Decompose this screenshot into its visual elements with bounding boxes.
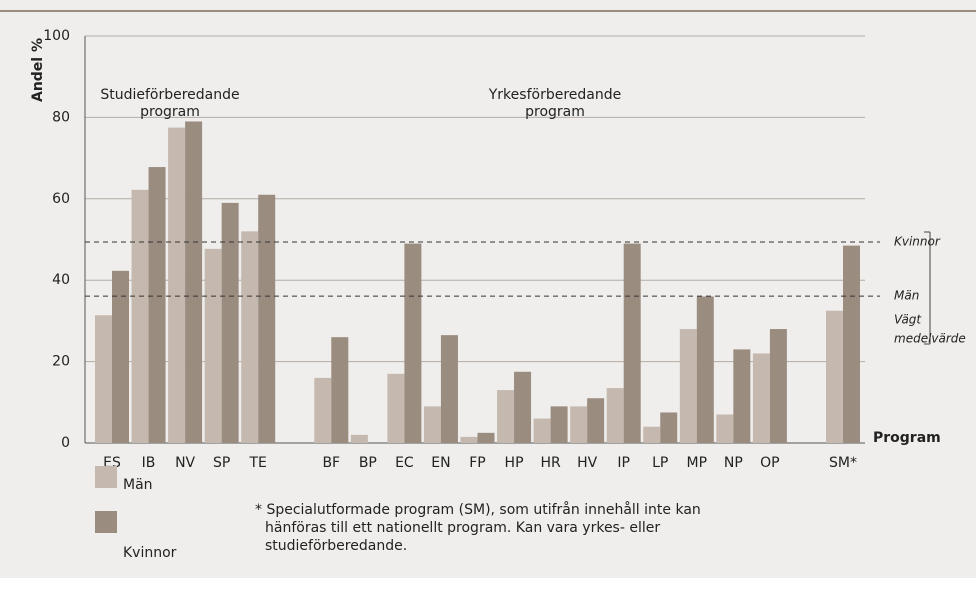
x-tick-label: NP (724, 455, 743, 471)
bar (533, 418, 551, 443)
bar (716, 414, 734, 443)
bar (131, 189, 149, 443)
x-tick-label: NV (175, 455, 195, 471)
x-tick-label: LP (652, 455, 668, 471)
bar (550, 406, 568, 443)
legend-swatch (95, 511, 117, 533)
x-tick-label: OP (760, 455, 779, 471)
bar (387, 373, 405, 443)
bar (497, 390, 515, 443)
footnote: hänföras till ett nationellt program. Ka… (265, 520, 660, 536)
bar (221, 202, 239, 443)
x-tick-label: HP (505, 455, 524, 471)
y-tick-label: 60 (52, 191, 70, 207)
bar (826, 310, 843, 443)
x-tick-label: IP (617, 455, 630, 471)
reference-note: medelvärde (894, 332, 966, 346)
x-tick-label: HR (540, 455, 561, 471)
y-axis-label: Andel % (30, 38, 46, 102)
y-tick-label: 40 (52, 272, 70, 288)
reference-label: Kvinnor (894, 234, 941, 248)
x-tick-label: BP (359, 455, 377, 471)
x-tick-label: MP (687, 455, 708, 471)
bar (843, 245, 860, 443)
bar (477, 432, 495, 443)
bar (404, 243, 422, 443)
x-tick-label: EC (395, 455, 414, 471)
x-tick-label: SM* (829, 455, 857, 471)
bar (460, 436, 478, 443)
reference-note: Vägt (894, 313, 922, 327)
bar (733, 349, 751, 443)
bar (623, 243, 641, 443)
x-tick-label: BF (322, 455, 340, 471)
footnote: studieförberedande. (265, 538, 407, 554)
annotation: program (525, 104, 585, 120)
annotation: Yrkesförberedande (488, 87, 621, 103)
bar (204, 248, 222, 443)
footnote: * Specialutformade program (SM), som uti… (255, 501, 701, 518)
bar (440, 335, 458, 443)
x-tick-label: IB (142, 455, 156, 471)
y-tick-label: 100 (43, 28, 70, 44)
bar (570, 406, 588, 443)
bar (314, 377, 332, 443)
legend-label: Män (123, 477, 153, 493)
bar (643, 426, 661, 443)
bar (606, 388, 624, 443)
bar (679, 329, 697, 443)
x-tick-label: HV (577, 455, 598, 471)
bar (514, 371, 532, 443)
bar (168, 127, 186, 443)
x-tick-label: FP (469, 455, 486, 471)
bar (95, 315, 112, 443)
annotation: Studieförberedande (100, 87, 239, 103)
bar (241, 231, 259, 443)
x-axis-label: Program (873, 430, 941, 446)
bar (148, 167, 166, 443)
x-tick-label: EN (431, 455, 450, 471)
bar (660, 412, 678, 443)
bar (696, 296, 714, 443)
x-tick-label: TE (248, 455, 266, 471)
bar (185, 121, 203, 443)
y-tick-label: 80 (52, 109, 70, 125)
y-tick-label: 20 (52, 354, 70, 370)
x-tick-label: SP (213, 455, 230, 471)
bar (769, 329, 787, 443)
legend-label: Kvinnor (123, 545, 177, 561)
bar (258, 194, 276, 443)
reference-label: Män (894, 289, 919, 303)
legend-swatch (95, 466, 117, 488)
bar (752, 353, 770, 443)
bar (587, 398, 605, 443)
annotation: program (140, 104, 200, 120)
bar (331, 337, 349, 443)
bar (423, 406, 441, 443)
bar (350, 434, 368, 443)
bar (112, 270, 129, 443)
y-tick-label: 0 (61, 435, 70, 451)
